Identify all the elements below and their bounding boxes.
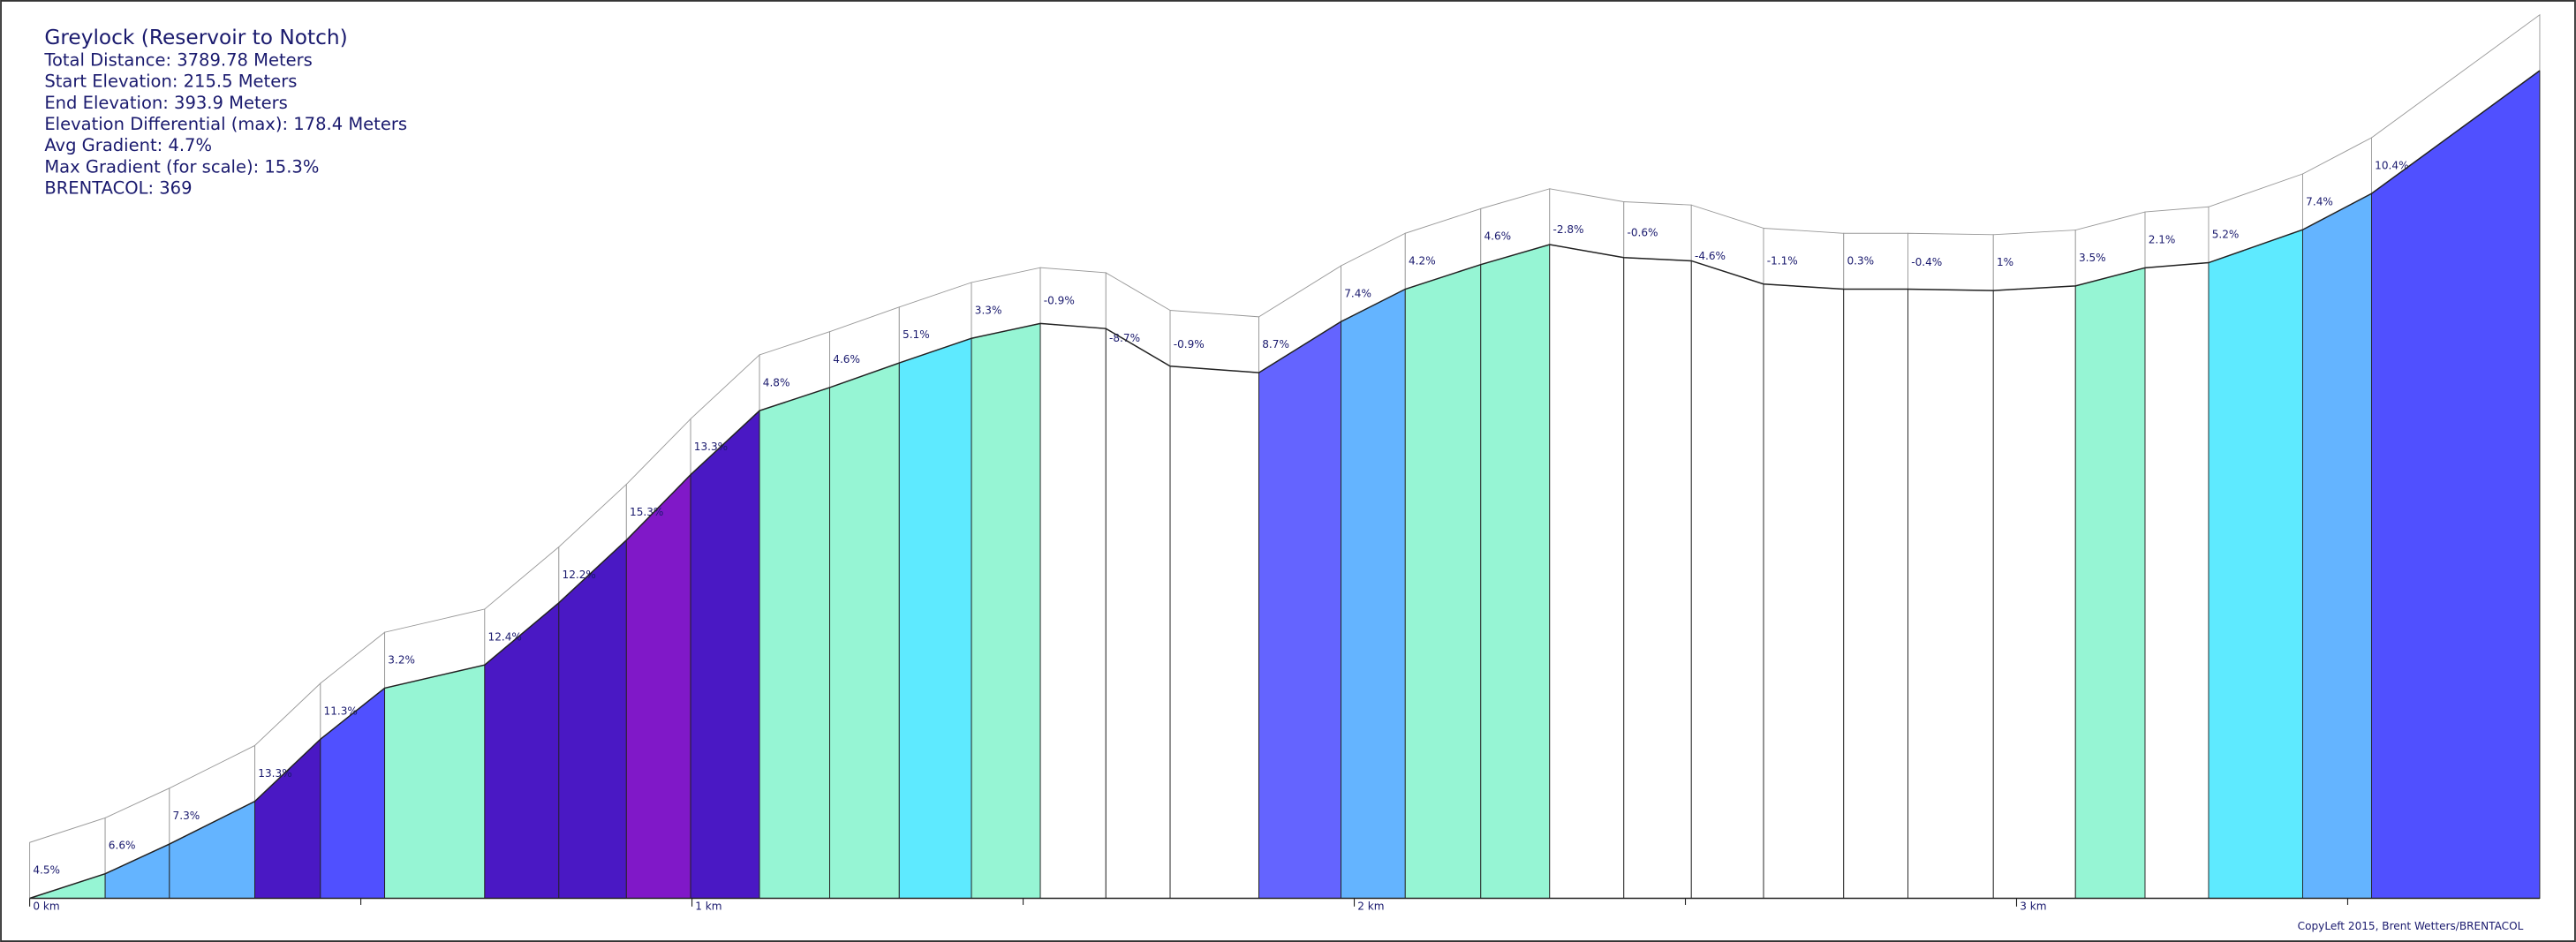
segment	[1169, 365, 1259, 899]
segment	[1404, 264, 1482, 899]
gradient-label: 4.6%	[1484, 230, 1511, 243]
stat-line: Elevation Differential (max): 178.4 Mete…	[44, 114, 407, 134]
gradient-label: 15.3%	[630, 506, 663, 518]
gradient-label: 3.2%	[388, 654, 415, 667]
stat-line: Start Elevation: 215.5 Meters	[44, 72, 297, 92]
x-tick-label: 3 km	[2020, 901, 2046, 913]
stat-line: Max Gradient (for scale): 15.3%	[44, 156, 319, 177]
gradient-label: 11.3%	[324, 705, 358, 717]
segment	[1992, 285, 2076, 899]
segment	[384, 664, 486, 899]
stat-line: Avg Gradient: 4.7%	[44, 135, 212, 155]
gradient-label: 5.2%	[2212, 229, 2240, 241]
stat-line: End Elevation: 393.9 Meters	[44, 93, 288, 113]
segment	[1763, 283, 1845, 899]
gradient-label: -0.4%	[1911, 256, 1942, 268]
gradient-label: 13.3%	[694, 441, 728, 453]
gradient-label: 13.3%	[258, 767, 291, 780]
gradient-label: 7.3%	[173, 810, 200, 822]
segment	[2144, 262, 2210, 899]
gradient-label: 12.2%	[563, 569, 596, 581]
gradient-label: 0.3%	[1847, 255, 1874, 268]
segment	[971, 322, 1041, 899]
segment	[625, 473, 691, 899]
segment	[2074, 267, 2146, 899]
gradient-label: 4.2%	[1409, 255, 1436, 268]
gradient-label: 10.4%	[2375, 159, 2408, 171]
segment	[1623, 257, 1692, 899]
x-tick-label: 2 km	[1357, 901, 1384, 913]
x-tick-label: 0 km	[33, 901, 59, 913]
segment	[1480, 244, 1551, 899]
footer: CopyLeft 2015, Brent Wetters/BRENTACOL	[2298, 920, 2524, 932]
segment	[1258, 320, 1341, 899]
gradient-label: 5.1%	[903, 328, 930, 341]
gradient-label: 2.1%	[2149, 233, 2176, 245]
segment	[1907, 289, 1994, 899]
stat-line: Total Distance: 3789.78 Meters	[43, 49, 313, 70]
segment	[759, 387, 831, 899]
gradient-label: -2.8%	[1552, 223, 1583, 236]
segment	[1341, 288, 1406, 899]
gradient-label: 8.7%	[1262, 338, 1289, 350]
chart-title: Greylock (Reservoir to Notch)	[44, 26, 347, 49]
gradient-label: 4.6%	[833, 353, 860, 365]
segment	[690, 410, 760, 899]
gradient-label: 7.4%	[1344, 287, 1371, 299]
segment	[898, 337, 972, 899]
stat-line: BRENTACOL: 369	[44, 178, 192, 199]
gradient-label: -0.9%	[1174, 338, 1205, 350]
x-tick-label: 1 km	[695, 901, 721, 913]
segment	[829, 362, 900, 899]
gradient-label: 3.5%	[2079, 252, 2106, 264]
gradient-label: 3.3%	[975, 304, 1002, 316]
gradient-label: -0.9%	[1044, 294, 1075, 306]
gradient-label: 7.4%	[2306, 195, 2333, 207]
segment	[1843, 289, 1908, 899]
segment	[2302, 192, 2372, 899]
segment	[1549, 244, 1625, 899]
segment	[1690, 260, 1764, 899]
gradient-label: 4.8%	[763, 376, 790, 388]
gradient-label: -1.1%	[1767, 255, 1798, 268]
gradient-label: 1%	[1997, 256, 2013, 268]
gradient-label: -0.6%	[1627, 227, 1658, 239]
gradient-label: 12.4%	[488, 630, 522, 643]
segment	[1039, 322, 1107, 899]
segment	[2371, 70, 2541, 899]
segment	[2208, 229, 2303, 899]
gradient-label: 4.5%	[33, 864, 60, 877]
segment	[1105, 328, 1171, 899]
profile-line	[29, 70, 2541, 900]
gradient-label: -4.6%	[1695, 250, 1726, 262]
gradient-label: 6.6%	[109, 840, 136, 852]
